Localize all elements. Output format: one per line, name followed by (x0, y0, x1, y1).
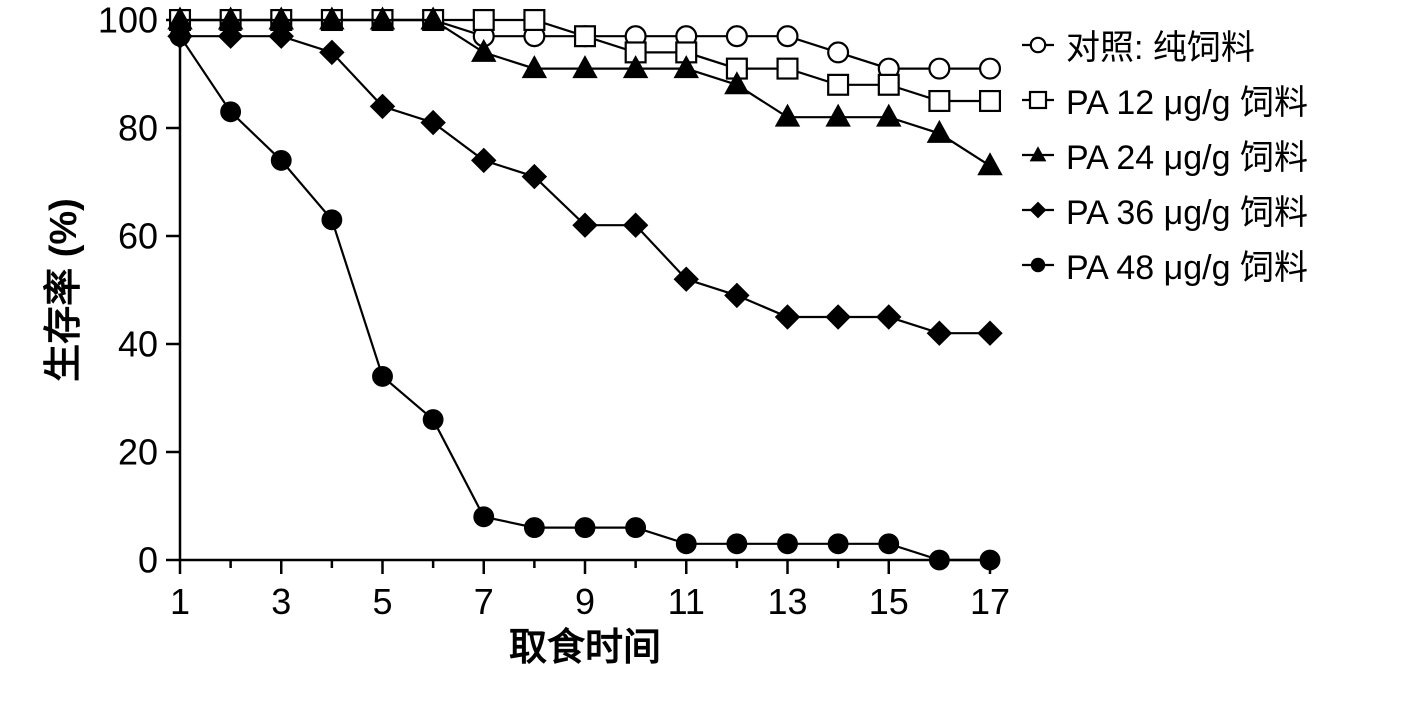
x-tick-label: 3 (271, 581, 291, 622)
legend-item: PA 36 μg/g 饲料 (1020, 185, 1308, 234)
legend-label: PA 24 μg/g 饲料 (1066, 130, 1308, 179)
legend-label: PA 36 μg/g 饲料 (1066, 185, 1308, 234)
x-tick-label: 13 (767, 581, 807, 622)
legend-item: PA 48 μg/g 饲料 (1020, 240, 1308, 289)
x-tick-label: 1 (170, 581, 190, 622)
y-tick-label: 100 (98, 0, 158, 41)
y-tick-label: 80 (118, 108, 158, 149)
x-tick-label: 7 (474, 581, 494, 622)
x-axis-title: 取食时间 (509, 627, 661, 669)
legend-item: PA 12 μg/g 饲料 (1020, 75, 1308, 124)
legend-item: PA 24 μg/g 饲料 (1020, 130, 1308, 179)
x-tick-label: 15 (869, 581, 909, 622)
legend-marker-icon (1020, 192, 1056, 228)
x-tick-label: 9 (575, 581, 595, 622)
y-axis-title: 生存率 (%) (43, 198, 85, 382)
y-tick-label: 0 (138, 540, 158, 581)
y-tick-label: 60 (118, 216, 158, 257)
legend-label: PA 48 μg/g 饲料 (1066, 240, 1308, 289)
y-tick-label: 40 (118, 324, 158, 365)
legend-marker-icon (1020, 27, 1056, 63)
legend-marker-icon (1020, 247, 1056, 283)
legend-marker-icon (1020, 82, 1056, 118)
legend-label: 对照: 纯饲料 (1066, 20, 1255, 69)
legend: 对照: 纯饲料 PA 12 μg/g 饲料 PA 24 μg/g 饲料 PA 36 μ… (1020, 20, 1308, 295)
x-tick-label: 5 (372, 581, 392, 622)
x-tick-label: 17 (970, 581, 1010, 622)
x-tick-label: 11 (668, 581, 705, 622)
legend-item: 对照: 纯饲料 (1020, 20, 1308, 69)
legend-marker-icon (1020, 137, 1056, 173)
y-tick-label: 20 (118, 432, 158, 473)
legend-label: PA 12 μg/g 饲料 (1066, 75, 1308, 124)
